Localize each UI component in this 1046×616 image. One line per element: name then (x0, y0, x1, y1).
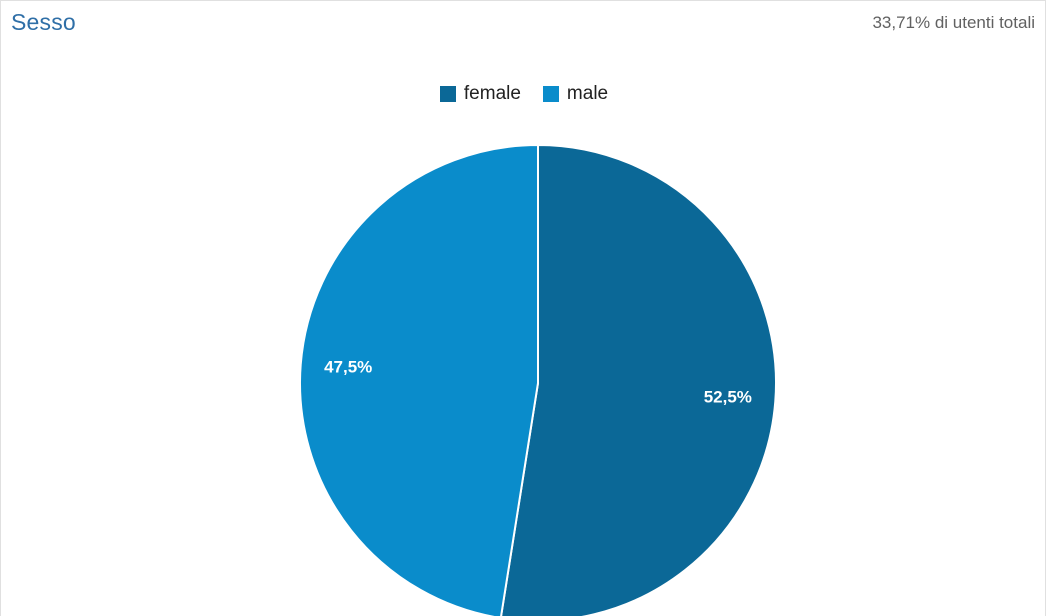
legend-label-male: male (566, 83, 609, 104)
legend-item-female[interactable]: female (439, 83, 521, 105)
chart-legend: female male (1, 83, 1045, 105)
legend-label-female: female (463, 83, 521, 104)
legend-item-male[interactable]: male (542, 83, 609, 105)
card-title: Sesso (11, 9, 76, 35)
slice-label-male: 47,5% (324, 358, 372, 377)
legend-swatch-male (542, 86, 559, 102)
pie-slice-male[interactable] (299, 143, 539, 616)
slice-label-female: 52,5% (704, 387, 752, 406)
legend-swatch-female (439, 86, 456, 102)
pie-slice-female[interactable] (500, 143, 777, 616)
users-share-summary: 33,71% di utenti totali (872, 13, 1035, 32)
